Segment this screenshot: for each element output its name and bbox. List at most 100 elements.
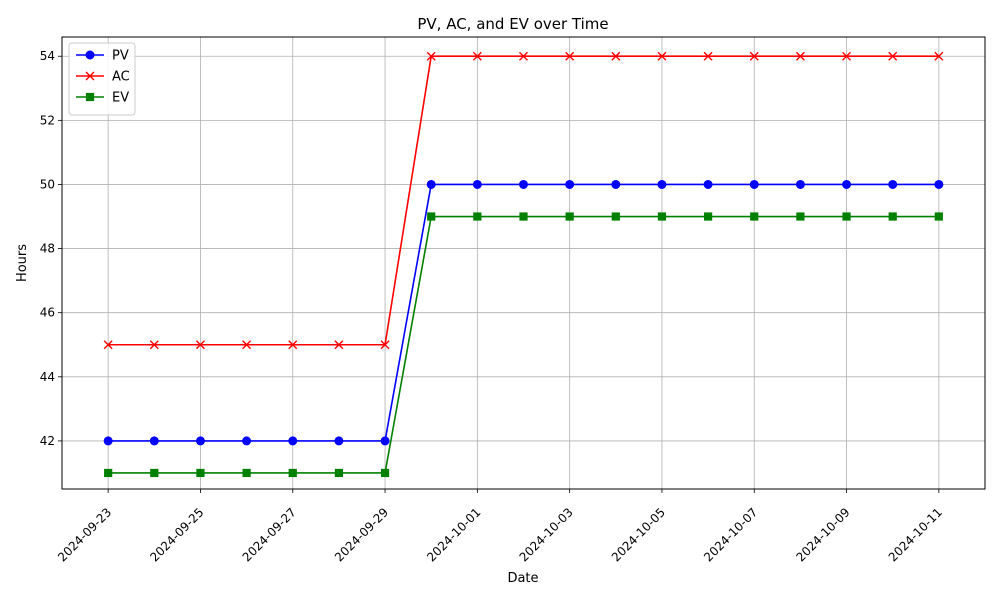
data-point-ac [103,340,113,350]
data-point-pv [749,179,759,189]
data-point-ev [704,212,713,221]
y-tick-label: 54 [40,49,55,63]
data-point-ac [795,51,805,61]
x-tick-label: 2024-09-29 [332,505,391,564]
legend-marker-ac [85,71,95,81]
data-point-ev [380,468,390,478]
data-point-ac [472,51,482,61]
data-point-pv [611,179,621,189]
data-point-pv [288,436,298,446]
y-tick-label: 42 [40,434,55,448]
grid [62,37,985,489]
data-point-ac [611,51,621,61]
x-marker-stroke [288,340,298,350]
legend-marker-ev [85,92,95,102]
data-point-ev [565,212,574,221]
series-pv [103,179,944,446]
data-point-ac [749,51,759,61]
x-marker-stroke [242,340,252,350]
y-axis-ticks: 42 44 46 48 50 52 54 [40,49,62,448]
data-point-pv [565,179,575,189]
x-marker-stroke [426,51,436,61]
y-tick-label: 50 [40,177,55,191]
data-point-ev [750,212,759,221]
data-point-ac [426,51,436,61]
data-point-ac [149,340,159,350]
data-point-ac [657,51,667,61]
x-marker-stroke [103,340,113,350]
data-point-ac [195,340,205,350]
data-point-ev [334,468,343,478]
x-tick-label: 2024-09-25 [147,505,206,564]
data-point-pv [519,179,528,189]
data-point-ev [888,212,897,221]
x-tick-label: 2024-10-07 [701,505,760,564]
x-axis-ticks: 2024-09-23 2024-09-25 2024-09-27 2024-09-29… [55,489,945,564]
series-ac [103,51,944,350]
x-tick-label: 2024-10-03 [517,505,576,564]
data-point-ev [934,212,943,221]
x-tick-label: 2024-09-27 [240,505,299,564]
data-point-ev [427,212,436,221]
x-marker-stroke [334,340,344,350]
data-point-pv [195,436,205,446]
data-point-ac [934,51,944,61]
data-point-pv [934,179,944,189]
y-tick-label: 48 [40,242,55,256]
data-point-ev [104,468,113,478]
x-marker-stroke [749,51,759,61]
x-marker-stroke [795,51,805,61]
data-point-pv [657,179,667,189]
x-marker-stroke [195,340,205,350]
data-point-pv [380,436,390,446]
data-point-ev [611,212,620,221]
data-point-pv [103,436,113,446]
legend-label-pv: PV [112,49,129,64]
data-point-ev [242,468,251,478]
x-marker-stroke [703,51,713,61]
legend-label-ac: AC [112,70,130,85]
x-marker-stroke [149,340,159,350]
data-point-ev [842,212,851,221]
x-marker-stroke [380,340,390,350]
x-marker-stroke [565,51,575,61]
y-axis-title: Hours [15,244,30,282]
x-tick-label: 2024-10-05 [609,505,668,564]
x-tick-label: 2024-09-23 [55,505,114,564]
data-point-pv [703,179,713,189]
x-marker-stroke [934,51,944,61]
data-point-ac [703,51,713,61]
x-marker-stroke [842,51,852,61]
series-layer [103,51,944,478]
data-point-pv [149,436,159,446]
x-tick-label: 2024-10-01 [424,505,483,564]
data-point-ev [796,212,805,221]
data-point-pv [426,179,436,189]
plot-frame [61,36,986,490]
data-point-ac [519,51,528,61]
data-point-ac [288,340,298,350]
data-point-pv [334,436,344,446]
data-point-ev [288,468,297,478]
series-line-ac [108,55,939,346]
y-tick-label: 44 [40,370,55,384]
data-point-ev [519,212,528,221]
data-point-ac [888,51,898,61]
series-ev [104,212,943,478]
data-point-ev [150,468,159,478]
data-point-pv [242,436,252,446]
data-point-ac [334,340,344,350]
x-marker-stroke [657,51,667,61]
x-marker-stroke [611,51,621,61]
legend-label-ev: EV [112,91,129,106]
data-point-ac [380,340,390,350]
data-point-ac [842,51,852,61]
data-point-pv [842,179,852,189]
legend: PV AC EV [68,42,136,116]
chart-title: PV, AC, and EV over Time [417,15,608,33]
data-point-pv [472,179,482,189]
x-axis-title: Date [507,571,538,586]
y-tick-label: 46 [40,306,55,320]
